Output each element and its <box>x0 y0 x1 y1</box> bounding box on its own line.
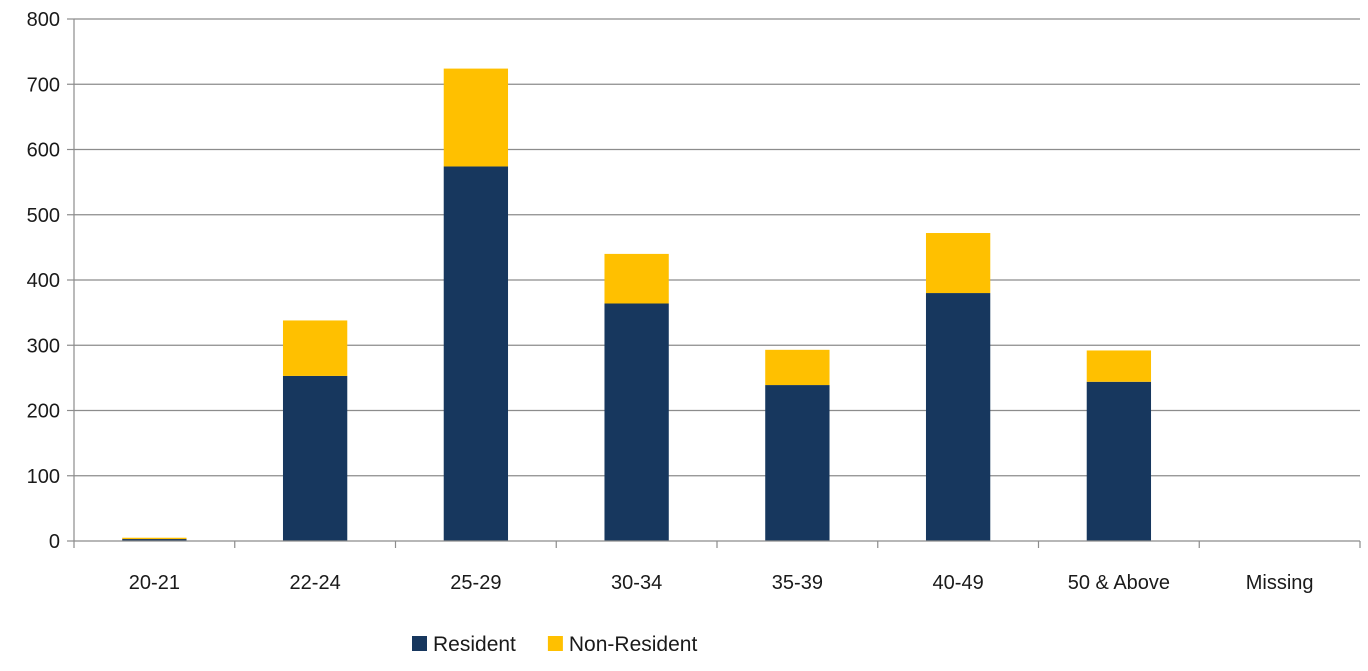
legend-label-non-resident: Non-Resident <box>569 633 698 656</box>
bar-resident <box>282 375 348 541</box>
legend-swatch-resident <box>412 636 427 651</box>
x-tick-label: 20-21 <box>129 572 180 594</box>
y-tick-label: 700 <box>27 74 60 96</box>
bar-non-resident <box>925 233 991 294</box>
bar-non-resident <box>604 253 669 304</box>
legend-swatch-non-resident <box>547 636 563 651</box>
bar-non-resident <box>282 320 348 376</box>
axes: 0 100 200 300 400 500 600 700 800 20-21 22-24 25-29… <box>27 9 1361 594</box>
x-tick-label: 35-39 <box>772 572 823 594</box>
bar-resident <box>604 303 669 541</box>
y-tick-label: 200 <box>27 401 60 423</box>
bar-non-resident <box>122 537 187 540</box>
x-tick-label: 40-49 <box>933 572 984 594</box>
y-tick-label: 400 <box>27 270 60 292</box>
x-tick-label: 50 & Above <box>1068 572 1170 594</box>
bars <box>122 68 1152 541</box>
bar-resident <box>122 539 187 541</box>
y-tick-label: 0 <box>49 531 60 553</box>
bar-resident <box>1086 381 1152 541</box>
x-tick-label: Missing <box>1246 572 1314 594</box>
y-tick-label: 300 <box>27 335 60 357</box>
bar-resident <box>925 293 991 541</box>
y-tick-label: 500 <box>27 205 60 227</box>
legend-label-resident: Resident <box>433 633 516 656</box>
y-tick-label: 800 <box>27 9 60 31</box>
y-tick-label: 600 <box>27 140 60 162</box>
bar-non-resident <box>443 68 509 167</box>
x-tick-label: 25-29 <box>450 572 501 594</box>
y-tick-label: 100 <box>27 466 60 488</box>
bar-resident <box>443 166 509 541</box>
bar-non-resident <box>1086 350 1152 382</box>
legend: Resident Non-Resident <box>412 633 697 656</box>
x-tick-label: 30-34 <box>611 572 662 594</box>
bar-non-resident <box>765 349 830 386</box>
gridlines <box>74 18 1360 477</box>
bar-resident <box>765 385 830 541</box>
x-tick-label: 22-24 <box>290 572 341 594</box>
